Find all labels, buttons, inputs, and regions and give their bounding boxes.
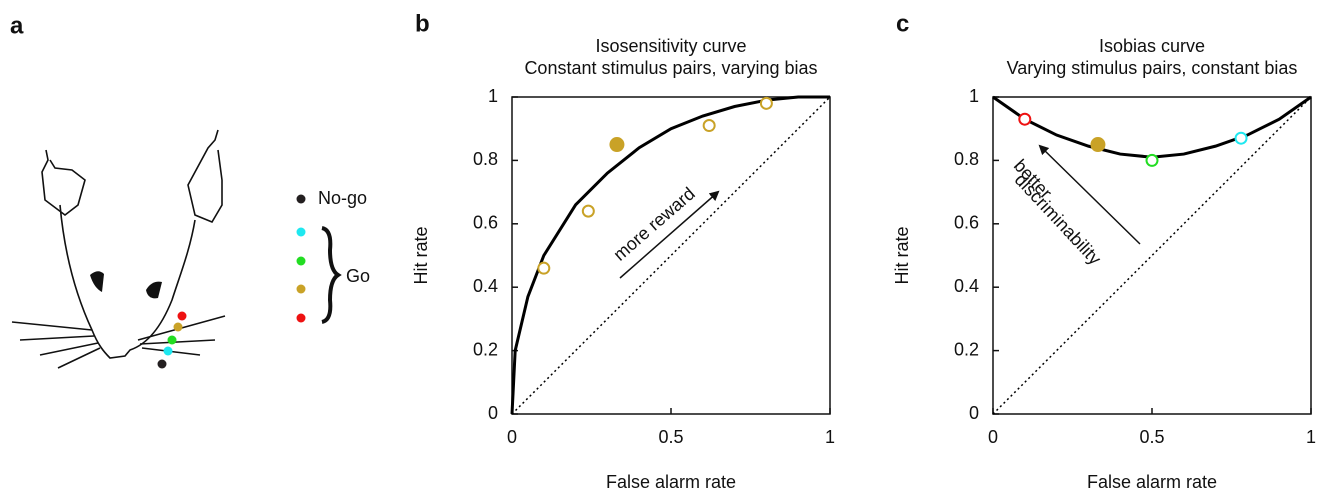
head (59, 204, 196, 359)
point (1018, 112, 1032, 126)
x-axis-label: False alarm rate (606, 472, 736, 492)
legend-dot (296, 194, 306, 204)
x-tick-label: 1 (1306, 427, 1316, 447)
arrow (619, 190, 720, 279)
group-label: Go (346, 266, 370, 286)
x-tick-label: 0.5 (1139, 427, 1164, 447)
legend-dot (296, 256, 306, 266)
y-axis-label: Hit rate (411, 226, 431, 284)
y-tick-label: 1 (488, 86, 498, 106)
y-tick-label: 0 (488, 403, 498, 423)
chart-title: Isobias curve (1099, 36, 1205, 56)
x-tick-label: 0.5 (658, 427, 683, 447)
point (1234, 131, 1248, 145)
point (759, 96, 773, 110)
x-tick-label: 1 (825, 427, 835, 447)
diagonal-line (992, 96, 1312, 415)
point (1090, 137, 1106, 153)
diagonal-line (511, 96, 831, 415)
mouse-sketch (11, 129, 226, 369)
y-tick-label: 0.4 (954, 276, 979, 296)
whisker-dot (163, 346, 173, 356)
left-eye (90, 271, 104, 292)
y-tick-label: 0 (969, 403, 979, 423)
y-axis-label: Hit rate (892, 226, 912, 284)
point (609, 137, 625, 153)
point (1145, 153, 1159, 167)
chart-subtitle: Constant stimulus pairs, varying bias (524, 58, 817, 78)
right-eye (146, 281, 162, 299)
annotation: more reward (609, 183, 698, 264)
panel-label: a (10, 12, 24, 39)
whisker-dot (177, 311, 187, 321)
legend-dot (296, 284, 306, 294)
panel-label: c (896, 10, 909, 37)
whiskers (11, 315, 226, 369)
chart-title: Isosensitivity curve (595, 36, 746, 56)
point (581, 204, 595, 218)
whisker-dot (173, 322, 183, 332)
point (702, 119, 716, 133)
y-tick-label: 0.2 (954, 339, 979, 359)
y-tick-label: 0.6 (954, 213, 979, 233)
y-tick-label: 0.2 (473, 339, 498, 359)
x-tick-label: 0 (507, 427, 517, 447)
whisker-dot (167, 335, 177, 345)
x-tick-label: 0 (988, 427, 998, 447)
brace (321, 226, 342, 324)
curve (992, 95, 1312, 159)
arrow (1038, 144, 1141, 245)
y-tick-label: 0.6 (473, 213, 498, 233)
legend-label: No-go (318, 188, 367, 208)
legend-dot (296, 227, 306, 237)
point (537, 261, 551, 275)
y-tick-label: 0.8 (473, 149, 498, 169)
whisker-dot (157, 359, 167, 369)
annotation: discriminability (1011, 170, 1105, 269)
panel-label: b (415, 10, 430, 37)
x-axis-label: False alarm rate (1087, 472, 1217, 492)
y-tick-label: 1 (969, 86, 979, 106)
y-tick-label: 0.8 (954, 149, 979, 169)
right-ear (187, 129, 223, 224)
left-ear (41, 149, 86, 217)
chart-subtitle: Varying stimulus pairs, constant bias (1007, 58, 1298, 78)
legend-dot (296, 313, 306, 323)
y-tick-label: 0.4 (473, 276, 498, 296)
